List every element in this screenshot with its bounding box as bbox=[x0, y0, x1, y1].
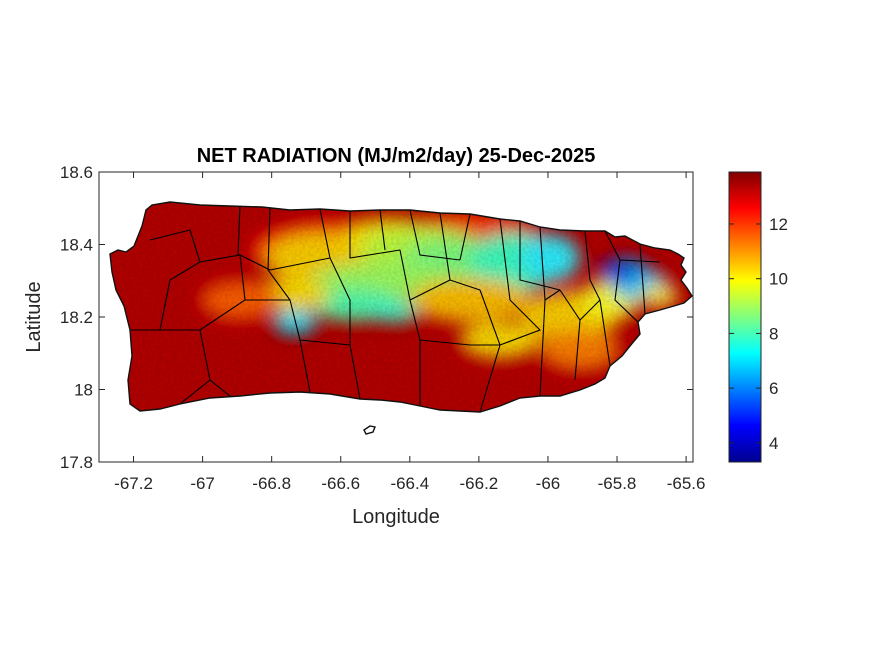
municipal-boundary-line bbox=[269, 257, 331, 271]
municipal-boundary-line bbox=[499, 299, 541, 346]
x-tick-label: -67 bbox=[190, 474, 215, 493]
municipal-boundary-line bbox=[499, 218, 511, 301]
y-tick-label: 17.8 bbox=[60, 453, 93, 472]
x-tick-label: -66.8 bbox=[252, 474, 291, 493]
colorbar-ticks: 4 6 8 10 12 bbox=[729, 215, 788, 453]
raster-cell bbox=[369, 302, 421, 322]
colorbar-tick-label: 10 bbox=[769, 270, 788, 289]
municipal-boundary-line bbox=[409, 279, 451, 301]
raster-cell bbox=[613, 268, 631, 282]
raster-cell bbox=[200, 280, 280, 320]
x-tick-label: -66.2 bbox=[460, 474, 499, 493]
municipal-boundary-line bbox=[267, 206, 291, 301]
municipal-boundary-line bbox=[419, 339, 500, 346]
x-axis-ticks: -67.2 -67 -66.8 -66.6 -66.4 -66.2 -66 -65.8 -65.… bbox=[114, 172, 705, 493]
municipal-boundary-line bbox=[179, 379, 211, 405]
y-tick-label: 18 bbox=[74, 381, 93, 400]
map-title: NET RADIATION (MJ/m2/day) 25-Dec-2025 bbox=[197, 145, 596, 167]
y-tick-label: 18.6 bbox=[60, 163, 93, 182]
y-axis-ticks: 17.8 18 18.2 18.4 18.6 bbox=[60, 163, 693, 472]
x-tick-label: -66.6 bbox=[321, 474, 360, 493]
x-tick-label: -65.8 bbox=[598, 474, 637, 493]
colorbar-gradient bbox=[728, 171, 762, 463]
y-axis-label: Latitude bbox=[23, 281, 45, 352]
colorbar: 4 6 8 10 12 bbox=[728, 171, 788, 463]
colorbar-tick-label: 8 bbox=[769, 324, 778, 343]
island-coastline bbox=[109, 201, 693, 413]
municipal-boundary-line bbox=[519, 221, 561, 291]
municipal-boundary-line bbox=[459, 213, 471, 261]
colorbar-tick-label: 12 bbox=[769, 215, 788, 234]
municipal-boundary-line bbox=[149, 229, 201, 281]
x-tick-label: -66 bbox=[536, 474, 561, 493]
municipal-boundary-line bbox=[379, 209, 386, 251]
colorbar-tick-label: 6 bbox=[769, 379, 778, 398]
y-tick-label: 18.4 bbox=[60, 236, 93, 255]
municipal-boundaries bbox=[130, 205, 661, 412]
municipal-boundary-line bbox=[319, 208, 351, 345]
municipal-boundary-line bbox=[349, 211, 401, 259]
raster-cell bbox=[410, 278, 530, 322]
municipal-boundary-line bbox=[237, 205, 241, 256]
x-tick-label: -66.4 bbox=[390, 474, 429, 493]
municipal-boundary-line bbox=[399, 249, 421, 406]
colorbar-tick-label: 4 bbox=[769, 434, 778, 453]
x-tick-label: -67.2 bbox=[114, 474, 153, 493]
raster-cell bbox=[642, 284, 678, 308]
municipal-boundary-line bbox=[584, 230, 611, 367]
x-axis-label: Longitude bbox=[352, 506, 440, 528]
y-tick-label: 18.2 bbox=[60, 308, 93, 327]
raster-cell bbox=[460, 322, 540, 358]
raster-cell bbox=[520, 234, 580, 282]
municipal-boundary-line bbox=[614, 259, 639, 323]
x-tick-label: -65.6 bbox=[667, 474, 706, 493]
municipal-boundary-line bbox=[639, 243, 646, 315]
municipal-boundary-line bbox=[544, 289, 561, 301]
municipal-boundary-line bbox=[574, 319, 581, 381]
raster-cell bbox=[540, 330, 620, 370]
map-axes: -67.2 -67 -66.8 -66.6 -66.4 -66.2 -66 -65.8 -65.… bbox=[23, 145, 705, 528]
islet-outline bbox=[363, 425, 376, 435]
